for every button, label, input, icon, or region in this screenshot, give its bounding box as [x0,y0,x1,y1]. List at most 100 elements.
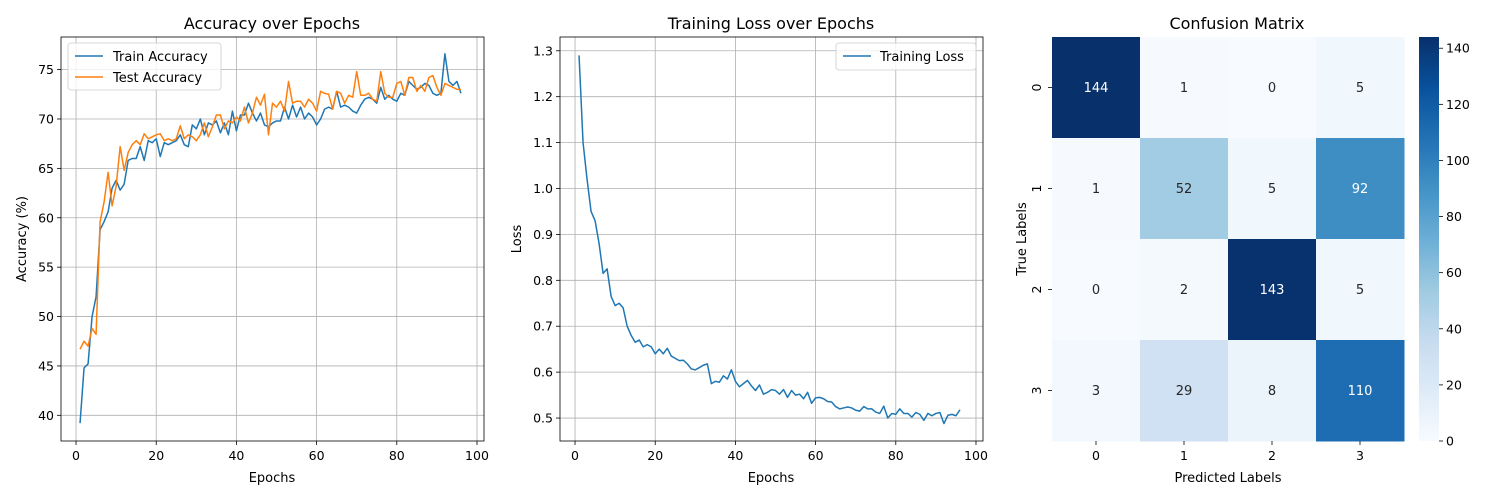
colorbar-tick-label-20: 20 [1446,377,1462,392]
cell-value-2-2: 143 [1260,283,1285,298]
loss-x-ticks: 0 20 40 60 80 100 [571,441,988,463]
cm-y-tick-label-3: 3 [1029,387,1044,395]
loss-grid [560,37,983,441]
cell-3-0 [1052,340,1141,442]
confusion-matrix-y-ticks: 0 1 2 3 [1029,83,1052,394]
y-tick-label-1-3: 1.3 [533,43,553,58]
cell-1-0 [1052,138,1141,240]
cell-0-0 [1052,37,1141,139]
cell-value-0-0: 144 [1084,81,1109,96]
legend-label-train-accuracy: Train Accuracy [112,50,208,65]
cell-2-1 [1140,239,1229,341]
cell-value-2-0: 0 [1092,283,1100,298]
y-tick-label-45: 45 [38,358,54,373]
cell-value-2-1: 2 [1180,283,1188,298]
x-tick-label-100: 100 [964,448,988,463]
colorbar-ticks: 0 20 40 60 80 100 120 140 [1439,41,1470,449]
x-tick-label-40: 40 [727,448,743,463]
y-tick-label-1-2: 1.2 [533,89,553,104]
colorbar-tick-label-140: 140 [1446,41,1470,56]
cell-value-1-0: 1 [1092,182,1100,197]
x-tick-label-60: 60 [309,448,325,463]
y-tick-label-0-8: 0.8 [533,273,553,288]
loss-legend: Training Loss [835,42,977,71]
accuracy-series-lines [79,53,462,424]
y-tick-label-1-0: 1.0 [533,181,553,196]
confusion-matrix-y-axis-title: True Labels [1015,202,1030,277]
x-tick-label-100: 100 [465,448,489,463]
x-tick-label-20: 20 [148,448,164,463]
y-tick-label-0-6: 0.6 [533,365,553,380]
colorbar-tick-label-100: 100 [1446,153,1470,168]
cell-value-3-3: 110 [1348,384,1373,399]
cell-value-2-3: 5 [1356,283,1364,298]
loss-chart: Training Loss over Epochs 0 20 40 60 80 100 0… [510,14,988,486]
loss-series-lines [578,55,961,425]
cell-value-0-1: 1 [1180,81,1188,96]
cell-value-1-2: 5 [1268,182,1276,197]
confusion-matrix-x-ticks: 0 1 2 3 [1092,441,1364,463]
accuracy-chart-title: Accuracy over Epochs [184,14,360,33]
accuracy-grid [61,37,484,441]
x-tick-label-80: 80 [389,448,405,463]
cell-3-3 [1316,340,1405,442]
x-tick-label-40: 40 [228,448,244,463]
y-tick-label-70: 70 [38,111,54,126]
accuracy-x-ticks: 0 20 40 60 80 100 [72,441,489,463]
y-tick-label-65: 65 [38,161,54,176]
cm-y-tick-label-2: 2 [1029,286,1044,294]
cell-0-3 [1316,37,1405,139]
y-tick-label-55: 55 [38,260,54,275]
accuracy-legend-box [67,42,222,91]
confusion-matrix-x-axis-title: Predicted Labels [1174,471,1281,486]
colorbar-tick-label-0: 0 [1446,434,1454,449]
colorbar-tick-label-80: 80 [1446,209,1462,224]
accuracy-y-ticks: 40 45 50 55 60 65 70 75 [38,62,61,423]
cell-value-3-2: 8 [1268,384,1276,399]
cm-x-tick-label-2: 2 [1268,448,1276,463]
legend-label-training-loss: Training Loss [879,50,964,65]
colorbar-tick-label-60: 60 [1446,265,1462,280]
loss-y-ticks: 0.5 0.6 0.7 0.8 0.9 1.0 1.1 1.2 1.3 [533,43,560,426]
cell-1-2 [1228,138,1317,240]
x-tick-label-0: 0 [72,448,80,463]
cell-value-1-1: 52 [1176,182,1193,197]
cell-2-2 [1228,239,1317,341]
series-line-training-loss [578,55,961,425]
y-tick-label-0-7: 0.7 [533,319,553,334]
loss-y-axis-title: Loss [510,225,525,254]
confusion-matrix-title: Confusion Matrix [1169,14,1304,33]
x-tick-label-0: 0 [571,448,579,463]
cell-0-2 [1228,37,1317,139]
accuracy-legend: Train Accuracy Test Accuracy [67,42,222,91]
y-tick-label-50: 50 [38,309,54,324]
loss-chart-title: Training Loss over Epochs [667,14,875,33]
cell-value-0-3: 5 [1356,81,1364,96]
colorbar-tick-label-120: 120 [1446,97,1470,112]
colorbar [1419,37,1439,441]
cm-x-tick-label-3: 3 [1356,448,1364,463]
x-tick-label-60: 60 [808,448,824,463]
loss-x-axis-title: Epochs [748,471,795,486]
y-tick-label-60: 60 [38,210,54,225]
cell-value-3-1: 29 [1176,384,1193,399]
cell-2-3 [1316,239,1405,341]
y-tick-label-40: 40 [38,408,54,423]
accuracy-x-axis-title: Epochs [249,471,296,486]
cell-1-3 [1316,138,1405,240]
colorbar-tick-label-40: 40 [1446,321,1462,336]
cell-3-2 [1228,340,1317,442]
accuracy-chart: Accuracy over Epochs 0 20 40 60 80 100 40 45 50… [15,14,489,486]
y-tick-label-0-5: 0.5 [533,411,553,426]
cm-y-tick-label-1: 1 [1029,185,1044,193]
confusion-matrix-cells: 144 1 0 5 1 52 5 92 0 2 143 5 3 29 8 110 [1052,37,1405,442]
cm-y-tick-label-0: 0 [1029,83,1044,91]
series-line-test-accuracy [79,70,461,350]
cm-x-tick-label-0: 0 [1092,448,1100,463]
cell-1-1 [1140,138,1229,240]
loss-legend-box [835,42,977,71]
cell-value-0-2: 0 [1268,81,1276,96]
legend-label-test-accuracy: Test Accuracy [112,71,202,86]
cell-3-1 [1140,340,1229,442]
